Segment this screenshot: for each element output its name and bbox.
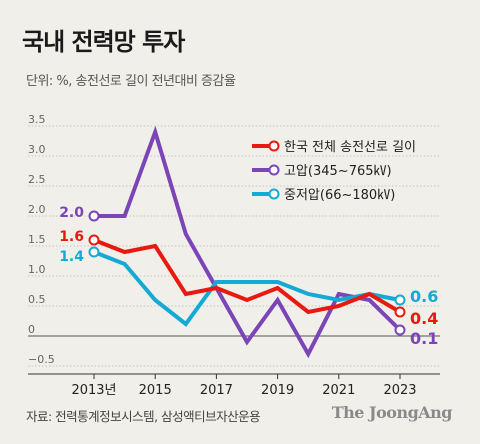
start-value-label: 1.6 — [59, 229, 84, 245]
end-value-label: 0.6 — [410, 287, 438, 306]
chart-title: 국내 전력망 투자 — [22, 28, 185, 56]
x-tick-label: 2013년 — [71, 383, 116, 398]
end-value-label: 0.1 — [410, 329, 438, 348]
start-value-label: 1.4 — [59, 249, 84, 265]
end-marker — [394, 306, 406, 318]
y-tick-label: 2.0 — [28, 203, 46, 216]
y-tick-label: 1.0 — [28, 263, 46, 276]
series-line — [93, 250, 401, 327]
legend-label: 고압(345~765㎸) — [284, 164, 392, 179]
legend-marker — [268, 164, 280, 176]
y-tick-label: −0.5 — [28, 353, 55, 366]
start-value-label: 2.0 — [59, 205, 84, 221]
end-marker — [394, 294, 406, 306]
y-tick-label: 0 — [28, 323, 35, 336]
x-tick-label: 2019 — [261, 383, 294, 398]
x-tick-label: 2021 — [322, 383, 355, 398]
start-marker — [88, 246, 100, 258]
legend-marker — [268, 140, 280, 152]
source-note: 자료: 전력통계정보시스템, 삼성액티브자산운용 — [26, 409, 261, 424]
end-value-label: 0.4 — [410, 309, 438, 328]
x-tick-label: 2015 — [139, 383, 172, 398]
y-tick-label: 1.5 — [28, 233, 46, 246]
series-line — [93, 238, 402, 315]
start-marker — [88, 234, 100, 246]
y-tick-label: 3.5 — [28, 113, 46, 126]
y-tick-label: 2.5 — [28, 173, 46, 186]
x-tick-label: 2017 — [200, 383, 233, 398]
y-tick-label: 0.5 — [28, 293, 46, 306]
legend-marker — [268, 188, 280, 200]
chart-subtitle: 단위: %, 송전선로 길이 전년대비 증감율 — [26, 74, 236, 89]
x-tick-label: 2023 — [383, 383, 416, 398]
brand-logo: The JoongAng — [331, 403, 453, 422]
end-marker — [394, 324, 406, 336]
start-marker — [88, 210, 100, 222]
y-tick-label: 3.0 — [28, 143, 46, 156]
legend-label: 중저압(66~180㎸) — [284, 188, 395, 203]
legend-label: 한국 전체 송전선로 길이 — [284, 140, 416, 155]
